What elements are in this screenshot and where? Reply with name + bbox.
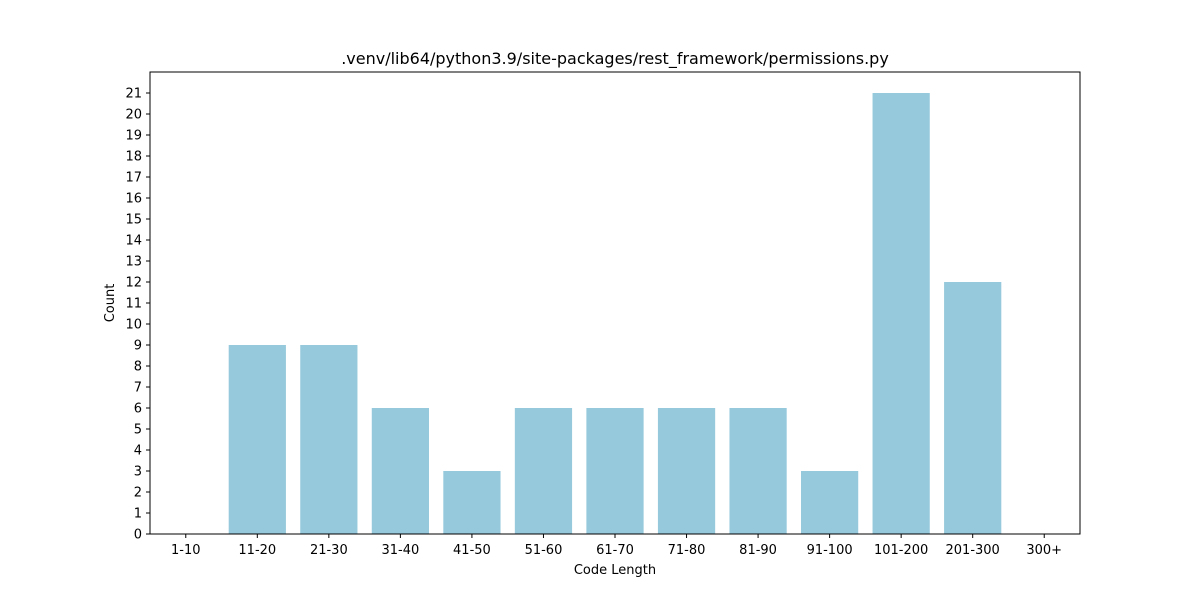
bar-61-70 [586,408,644,534]
x-tick-label: 201-300 [946,543,1000,558]
y-tick-label: 5 [134,423,142,438]
bar-101-200 [872,93,930,534]
bars-group [228,93,1002,534]
bar-11-20 [228,345,286,534]
bar-201-300 [944,282,1002,534]
y-tick-label: 18 [125,150,142,165]
chart-title: .venv/lib64/python3.9/site-packages/rest… [341,49,889,69]
x-tick-label: 41-50 [453,543,491,558]
y-tick-label: 2 [134,486,142,501]
x-tick-label: 31-40 [381,543,419,558]
y-tick-label: 7 [134,381,142,396]
y-tick-label: 13 [125,255,142,270]
y-tick-label: 9 [134,339,142,354]
y-tick-label: 11 [125,297,142,312]
x-tick-label: 71-80 [668,543,706,558]
x-tick-label: 51-60 [525,543,563,558]
x-tick-label: 101-200 [874,543,928,558]
y-tick-label: 14 [125,234,142,249]
bar-91-100 [801,471,859,534]
y-tick-label: 12 [125,276,142,291]
bar-81-90 [729,408,787,534]
y-tick-label: 4 [134,444,142,459]
y-tick-label: 6 [134,402,142,417]
y-tick-label: 1 [134,507,142,522]
y-tick-label: 8 [134,360,142,375]
bar-21-30 [300,345,358,534]
x-tick-label: 61-70 [596,543,634,558]
y-tick-label: 21 [125,87,142,102]
x-axis: 1-10 11-20 21-30 31-40 41-50 51-60 61-70 71-80 8… [171,534,1062,558]
x-tick-label: 11-20 [238,543,276,558]
x-tick-label: 81-90 [739,543,777,558]
y-tick-label: 10 [125,318,142,333]
x-tick-label: 300+ [1026,543,1062,558]
x-tick-label: 91-100 [807,543,853,558]
y-tick-label: 3 [134,465,142,480]
y-tick-label: 17 [125,171,142,186]
x-tick-label: 1-10 [171,543,201,558]
bar-31-40 [371,408,429,534]
x-tick-label: 21-30 [310,543,348,558]
bar-41-50 [443,471,501,534]
y-tick-label: 15 [125,213,142,228]
y-tick-label: 0 [134,528,142,543]
y-axis-label: Count [103,284,118,323]
y-tick-label: 16 [125,192,142,207]
y-tick-label: 20 [125,108,142,123]
x-axis-label: Code Length [574,563,656,578]
y-tick-label: 19 [125,129,142,144]
bar-71-80 [657,408,716,534]
bar-51-60 [514,408,573,534]
plot-frame [149,71,1081,535]
